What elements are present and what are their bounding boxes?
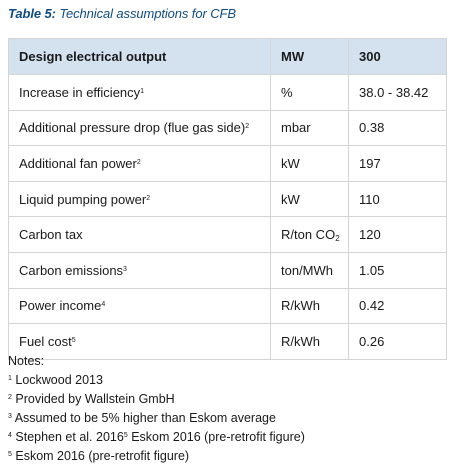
footnote-ref: 2 <box>136 158 141 166</box>
row-value: 0.42 <box>348 287 447 325</box>
footnote-ref: 1 <box>140 87 145 95</box>
table-caption-prefix: Table 5: <box>8 6 56 21</box>
row-label-text: Power income <box>19 298 102 314</box>
note-text: Lockwood 2013 <box>11 373 103 387</box>
row-label-text: Carbon emissions <box>19 262 124 278</box>
note-number: 4 <box>8 432 12 439</box>
row-unit-text: R/ton CO <box>281 227 336 243</box>
note-text: Stephen et al. 2016 <box>11 430 124 444</box>
row-value: 0.26 <box>348 323 447 360</box>
notes-title: Notes: <box>8 354 45 368</box>
row-unit-text: R/kWh <box>281 333 320 349</box>
table-header-row: Design electrical output MW 300 <box>8 38 447 75</box>
note-text-secondary: Eskom 2016 (pre-retrofit figure) <box>127 430 305 444</box>
row-unit: R/kWh <box>270 287 349 325</box>
row-value: 197 <box>348 145 447 182</box>
header-label: Design electrical output <box>8 38 271 75</box>
row-unit-text: ton/MWh <box>281 262 334 278</box>
row-value: 120 <box>348 216 447 253</box>
note-item: 2 Provided by Wallstein GmbH <box>8 390 305 409</box>
row-label: Fuel cost5 <box>8 323 271 360</box>
table-row: Carbon emissions3 ton/MWh 1.05 <box>8 251 447 289</box>
technical-assumptions-table: Design electrical output MW 300 Increase… <box>8 38 447 360</box>
row-value: 0.38 <box>348 109 447 147</box>
note-text: Assumed to be 5% higher than Eskom avera… <box>11 411 276 425</box>
row-unit: R/ton CO2 <box>270 216 349 253</box>
table-row: Carbon tax R/ton CO2 120 <box>8 216 447 253</box>
note-number: 3 <box>8 413 12 420</box>
row-label-text: Liquid pumping power <box>19 191 147 207</box>
row-label-text: Carbon tax <box>19 227 83 243</box>
table-row: Additional fan power2 kW 197 <box>8 145 447 182</box>
note-item: 5 Eskom 2016 (pre-retrofit figure) <box>8 447 305 466</box>
row-value: 1.05 <box>348 251 447 289</box>
row-unit: R/kWh <box>270 323 349 360</box>
note-text: Eskom 2016 (pre-retrofit figure) <box>11 449 190 463</box>
table-caption-text: Technical assumptions for CFB <box>59 6 236 21</box>
row-unit-text: mbar <box>281 120 311 136</box>
table-caption: Table 5: Technical assumptions for CFB <box>8 6 236 21</box>
footnote-ref: 4 <box>101 301 106 309</box>
row-label: Increase in efficiency1 <box>8 74 271 111</box>
footnote-ref: 2 <box>245 123 250 131</box>
header-value: 300 <box>348 38 447 75</box>
row-unit: mbar <box>270 109 349 147</box>
notes-section: Notes: 1 Lockwood 2013 2 Provided by Wall… <box>8 352 305 466</box>
row-unit-text: kW <box>281 155 300 171</box>
note-number: 1 <box>8 375 12 382</box>
note-item: 1 Lockwood 2013 <box>8 371 305 390</box>
row-unit: % <box>270 74 349 111</box>
row-unit-text: R/kWh <box>281 298 320 314</box>
row-label: Carbon tax <box>8 216 271 253</box>
header-unit: MW <box>270 38 349 75</box>
unit-subscript: 2 <box>335 234 340 244</box>
row-label-text: Fuel cost <box>19 333 72 349</box>
footnote-ref: 3 <box>123 265 127 273</box>
note-item: 4 Stephen et al. 20165 Eskom 2016 (pre-r… <box>8 428 305 447</box>
note-number: 2 <box>8 394 12 401</box>
row-label: Liquid pumping power2 <box>8 180 271 218</box>
table-row: Additional pressure drop (flue gas side)… <box>8 109 447 147</box>
row-label: Additional fan power2 <box>8 145 271 182</box>
row-value: 38.0 - 38.42 <box>348 74 447 111</box>
footnote-ref: 5 <box>71 336 76 344</box>
table-row: Fuel cost5 R/kWh 0.26 <box>8 323 447 360</box>
row-unit-text: kW <box>281 191 300 207</box>
row-label-text: Additional fan power <box>19 155 137 171</box>
row-label-text: Additional pressure drop (flue gas side) <box>19 120 246 136</box>
row-value: 110 <box>348 180 447 218</box>
row-unit: kW <box>270 180 349 218</box>
table-row: Increase in efficiency1% 38.0 - 38.42 <box>8 74 447 111</box>
table-row: Liquid pumping power2 kW 110 <box>8 180 447 218</box>
row-label: Carbon emissions3 <box>8 251 271 289</box>
table-row: Power income4 R/kWh 0.42 <box>8 287 447 325</box>
row-label-text: Increase in efficiency <box>19 84 141 100</box>
row-label: Power income4 <box>8 287 271 325</box>
footnote-ref: 2 <box>146 194 151 202</box>
row-label: Additional pressure drop (flue gas side)… <box>8 109 271 147</box>
row-unit: ton/MWh <box>270 251 349 289</box>
note-text: Provided by Wallstein GmbH <box>11 392 175 406</box>
row-unit: kW <box>270 145 349 182</box>
note-number-secondary: 5 <box>123 432 128 439</box>
note-item: 3 Assumed to be 5% higher than Eskom ave… <box>8 409 305 428</box>
note-number: 5 <box>8 451 12 458</box>
row-unit-text: % <box>281 84 293 100</box>
